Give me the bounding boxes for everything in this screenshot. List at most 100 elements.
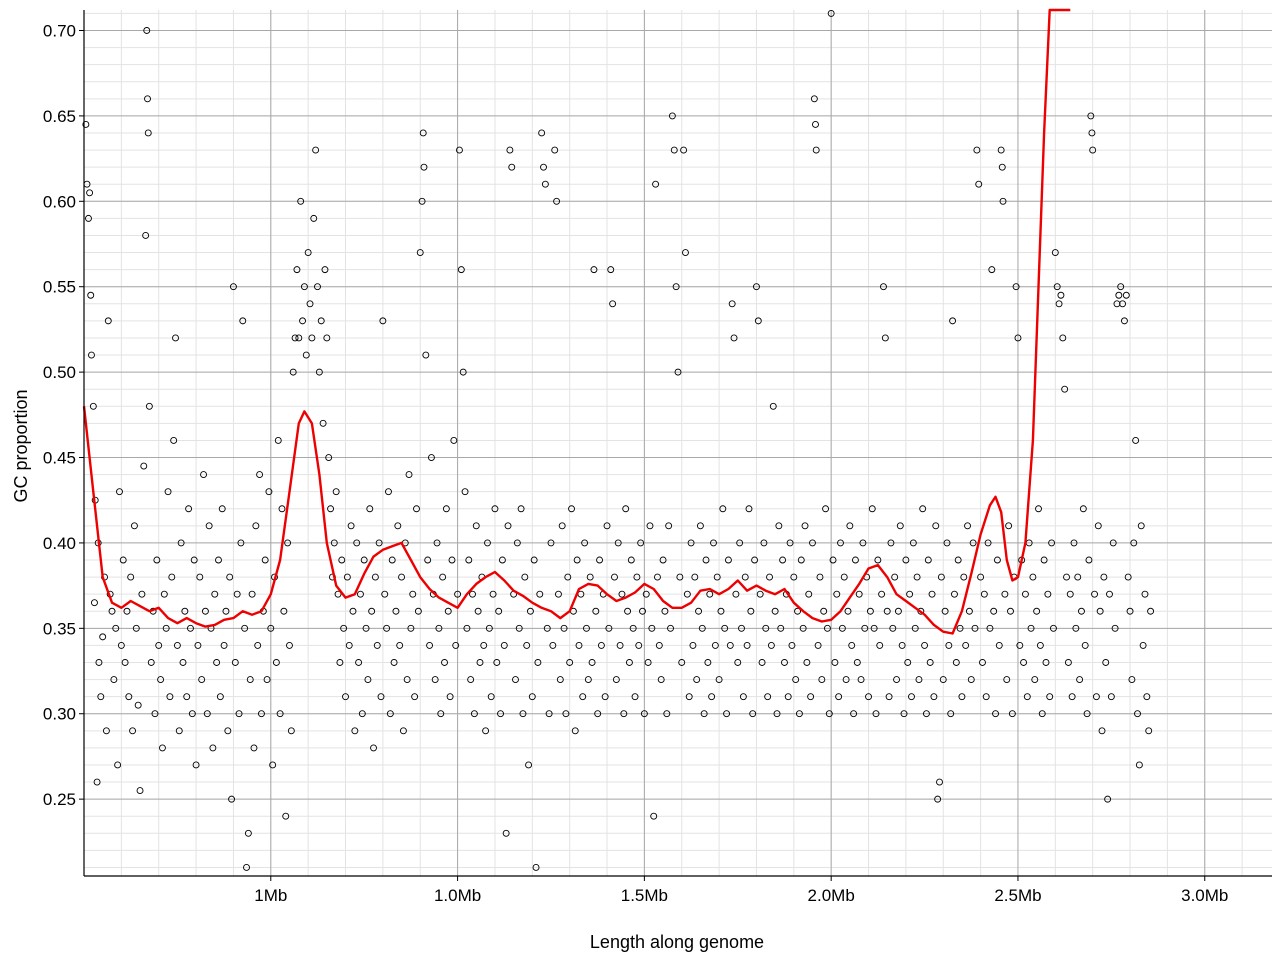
data-point bbox=[342, 693, 349, 701]
data-point bbox=[291, 334, 299, 342]
plot-axes bbox=[79, 10, 1272, 881]
data-point bbox=[162, 624, 170, 632]
data-point bbox=[1031, 676, 1039, 684]
data-point bbox=[386, 710, 394, 718]
data-point bbox=[870, 624, 878, 632]
data-point bbox=[999, 197, 1007, 205]
data-point bbox=[627, 556, 635, 564]
data-point bbox=[1070, 539, 1078, 547]
data-point bbox=[144, 129, 152, 137]
data-point bbox=[799, 624, 807, 632]
data-point bbox=[1023, 693, 1031, 701]
data-point bbox=[349, 607, 357, 615]
data-point bbox=[521, 573, 529, 581]
data-point bbox=[596, 556, 603, 564]
data-point bbox=[932, 522, 940, 530]
data-point bbox=[894, 607, 902, 615]
data-point bbox=[655, 641, 663, 649]
data-point bbox=[982, 693, 990, 701]
data-point bbox=[640, 710, 648, 718]
data-point bbox=[1122, 291, 1130, 299]
data-point bbox=[235, 710, 243, 718]
data-point bbox=[652, 180, 660, 188]
data-point bbox=[573, 556, 581, 564]
data-point bbox=[607, 266, 615, 274]
data-point bbox=[370, 744, 377, 752]
data-point bbox=[371, 573, 379, 581]
data-point bbox=[405, 471, 413, 479]
data-point bbox=[951, 590, 958, 598]
data-point bbox=[654, 573, 661, 581]
data-point bbox=[1059, 334, 1067, 342]
y-tick-label: 0.30 bbox=[43, 705, 76, 724]
data-point bbox=[1001, 590, 1009, 598]
data-point bbox=[816, 573, 824, 581]
data-point bbox=[263, 676, 271, 684]
data-point bbox=[368, 607, 376, 615]
data-point bbox=[889, 624, 897, 632]
data-point bbox=[885, 693, 893, 701]
data-point bbox=[644, 659, 652, 666]
data-point bbox=[1124, 573, 1132, 581]
data-point bbox=[984, 539, 992, 547]
data-point bbox=[1003, 676, 1011, 684]
data-point bbox=[256, 471, 264, 479]
data-point bbox=[306, 300, 314, 308]
data-point bbox=[801, 522, 809, 530]
data-point bbox=[1098, 727, 1106, 735]
data-point bbox=[1064, 659, 1072, 666]
data-point bbox=[775, 522, 783, 530]
data-point bbox=[177, 539, 185, 547]
data-point bbox=[338, 556, 346, 564]
data-point bbox=[564, 573, 572, 581]
data-point bbox=[252, 522, 260, 530]
data-point bbox=[566, 659, 574, 666]
data-point bbox=[413, 505, 420, 513]
data-point bbox=[704, 659, 712, 666]
data-point bbox=[396, 641, 404, 649]
data-point bbox=[625, 659, 633, 666]
data-point bbox=[201, 607, 209, 615]
data-point bbox=[710, 539, 717, 547]
data-point bbox=[332, 488, 340, 496]
smoothed-trend-line bbox=[82, 8, 1071, 635]
data-point bbox=[343, 573, 351, 581]
data-point bbox=[551, 146, 559, 154]
data-point bbox=[534, 659, 542, 666]
data-point bbox=[556, 676, 564, 684]
data-point bbox=[906, 590, 914, 598]
data-point bbox=[661, 607, 669, 615]
data-point bbox=[1111, 624, 1119, 632]
data-point bbox=[993, 556, 1001, 564]
data-point bbox=[140, 462, 148, 470]
data-point bbox=[276, 710, 284, 718]
data-point bbox=[691, 573, 699, 581]
data-point bbox=[315, 368, 323, 376]
data-point bbox=[143, 27, 151, 34]
data-point bbox=[431, 676, 439, 684]
data-point bbox=[220, 641, 228, 649]
data-point bbox=[646, 522, 654, 530]
data-point bbox=[112, 624, 120, 632]
data-point bbox=[1143, 693, 1151, 701]
data-point bbox=[224, 727, 232, 735]
data-point bbox=[902, 556, 910, 564]
data-point bbox=[456, 146, 463, 154]
data-point bbox=[779, 556, 787, 564]
data-point bbox=[618, 590, 626, 598]
data-point bbox=[1040, 556, 1048, 564]
data-point bbox=[739, 693, 747, 701]
data-point bbox=[767, 641, 775, 649]
data-point bbox=[258, 710, 265, 718]
data-point bbox=[749, 710, 757, 718]
data-point bbox=[1085, 556, 1093, 564]
data-point bbox=[1087, 112, 1095, 120]
data-point bbox=[848, 641, 856, 649]
data-point bbox=[119, 556, 127, 564]
data-point bbox=[239, 317, 247, 325]
data-point bbox=[594, 710, 602, 718]
data-point bbox=[545, 710, 553, 718]
data-point bbox=[1100, 573, 1108, 581]
data-point bbox=[1076, 676, 1084, 684]
